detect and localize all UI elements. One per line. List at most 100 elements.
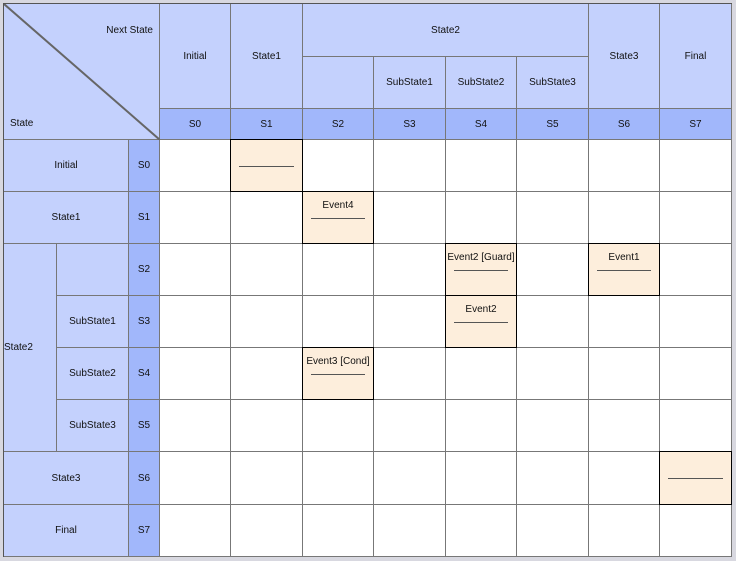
row-code: S1 (129, 192, 160, 244)
table-cell[interactable] (374, 192, 446, 244)
table-cell[interactable] (517, 296, 589, 348)
table-cell[interactable] (303, 400, 374, 452)
row-header: Final (4, 505, 129, 557)
column-header: State3 (589, 4, 660, 109)
next-state-label: Next State (106, 25, 153, 36)
table-cell[interactable] (374, 400, 446, 452)
transition-cell[interactable]: Event1 (588, 243, 660, 296)
table-cell[interactable] (446, 140, 517, 192)
table-cell[interactable] (231, 400, 303, 452)
table-cell[interactable] (231, 192, 303, 244)
table-cell[interactable] (160, 400, 231, 452)
table-cell[interactable] (589, 192, 660, 244)
row-code-text: S2 (137, 264, 151, 275)
row-code-text: S0 (137, 160, 151, 171)
row-group-header: State2 (4, 244, 57, 452)
table-cell[interactable] (517, 192, 589, 244)
table-cell[interactable] (517, 505, 589, 557)
transition-cell[interactable]: Event3 [Cond] (302, 347, 374, 400)
column-header-text: Final (684, 50, 707, 62)
column-header (303, 57, 374, 109)
transition-divider (239, 166, 294, 167)
table-cell[interactable] (660, 400, 732, 452)
transition-event: Event1 (608, 252, 640, 263)
table-cell[interactable] (231, 348, 303, 400)
table-cell[interactable] (160, 505, 231, 557)
table-cell[interactable] (589, 348, 660, 400)
column-code-text: S5 (546, 118, 559, 130)
row-header (57, 244, 129, 296)
column-group-header: State2 (303, 4, 589, 57)
table-cell[interactable] (517, 244, 589, 296)
column-code-text: S2 (331, 118, 345, 130)
transition-cell[interactable]: Event2 (445, 295, 517, 348)
transition-cell[interactable]: Event2 [Guard] (445, 243, 517, 296)
table-cell[interactable] (374, 348, 446, 400)
row-header-text: State1 (51, 212, 81, 223)
table-cell[interactable] (517, 400, 589, 452)
table-cell[interactable] (660, 348, 732, 400)
row-code-text: S5 (137, 420, 151, 431)
table-cell[interactable] (589, 296, 660, 348)
column-header: State1 (231, 4, 303, 109)
table-cell[interactable] (160, 244, 231, 296)
transition-cell[interactable] (659, 451, 732, 505)
table-cell[interactable] (589, 140, 660, 192)
table-cell[interactable] (160, 296, 231, 348)
transition-cell[interactable]: Event4 (302, 191, 374, 244)
table-cell[interactable] (660, 140, 732, 192)
table-cell[interactable] (231, 505, 303, 557)
table-cell[interactable] (374, 244, 446, 296)
transition-divider (597, 270, 651, 271)
column-header: SubState2 (446, 57, 517, 109)
table-cell[interactable] (160, 452, 231, 505)
row-code: S7 (129, 505, 160, 557)
table-cell[interactable] (446, 400, 517, 452)
column-header-text: Initial (183, 50, 207, 62)
row-code: S2 (129, 244, 160, 296)
row-group-header-text: State2 (4, 342, 33, 353)
table-cell[interactable] (589, 452, 660, 505)
table-cell[interactable] (446, 505, 517, 557)
table-cell[interactable] (303, 505, 374, 557)
column-code-text: S3 (403, 118, 416, 130)
table-cell[interactable] (446, 192, 517, 244)
table-cell[interactable] (374, 452, 446, 505)
column-header: Final (660, 4, 732, 109)
table-cell[interactable] (303, 296, 374, 348)
table-cell[interactable] (303, 244, 374, 296)
table-cell[interactable] (589, 400, 660, 452)
table-cell[interactable] (517, 452, 589, 505)
table-cell[interactable] (160, 140, 231, 192)
table-cell[interactable] (446, 348, 517, 400)
transition-cell[interactable] (230, 139, 303, 192)
row-code-text: S4 (137, 368, 151, 379)
column-code: S4 (446, 109, 517, 140)
table-cell[interactable] (160, 192, 231, 244)
table-cell[interactable] (660, 192, 732, 244)
column-code: S3 (374, 109, 446, 140)
row-header-text: Initial (54, 160, 78, 171)
table-cell[interactable] (374, 140, 446, 192)
table-cell[interactable] (231, 296, 303, 348)
table-cell[interactable] (660, 296, 732, 348)
state-label: State (10, 118, 34, 129)
transition-divider (668, 478, 723, 479)
row-header: State1 (4, 192, 129, 244)
table-cell[interactable] (303, 140, 374, 192)
table-cell[interactable] (446, 452, 517, 505)
transition-divider (311, 374, 365, 375)
row-code-text: S3 (137, 316, 151, 327)
table-cell[interactable] (160, 348, 231, 400)
table-cell[interactable] (231, 452, 303, 505)
column-header: SubState1 (374, 57, 446, 109)
table-cell[interactable] (303, 452, 374, 505)
table-cell[interactable] (660, 244, 732, 296)
table-cell[interactable] (231, 244, 303, 296)
table-cell[interactable] (374, 296, 446, 348)
table-cell[interactable] (660, 505, 732, 557)
table-cell[interactable] (517, 348, 589, 400)
table-cell[interactable] (374, 505, 446, 557)
table-cell[interactable] (589, 505, 660, 557)
table-cell[interactable] (517, 140, 589, 192)
